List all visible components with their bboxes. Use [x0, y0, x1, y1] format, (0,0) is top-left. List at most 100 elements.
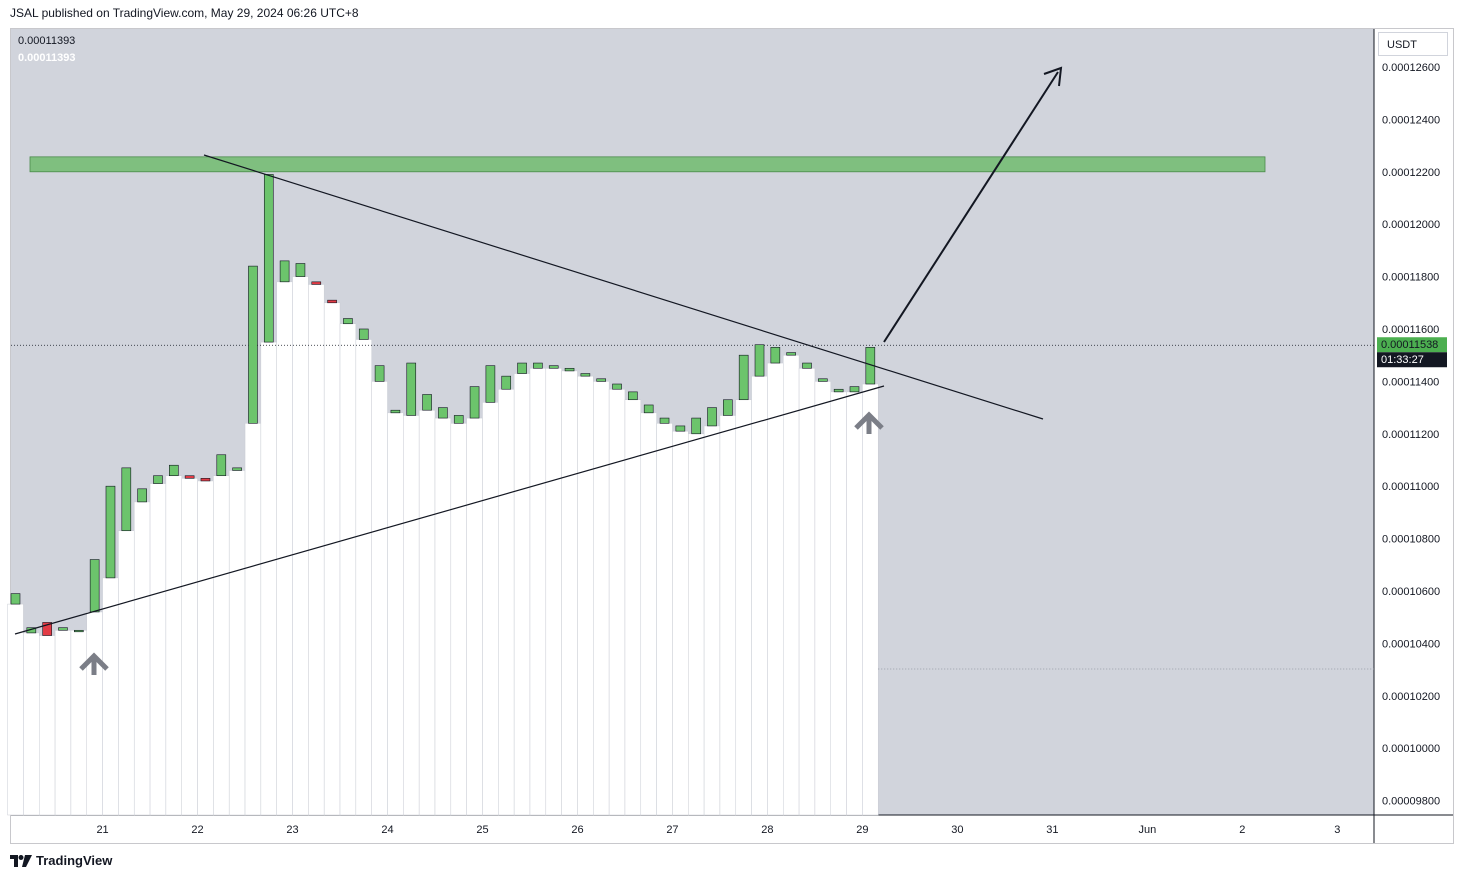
candle: [279, 260, 290, 283]
candle: [42, 622, 52, 636]
time-tick-label: 3: [1334, 824, 1340, 836]
candle-base: [244, 423, 262, 816]
candle-base: [181, 478, 198, 816]
candle-base: [228, 470, 246, 816]
candle-base: [640, 412, 657, 816]
candle: [406, 362, 417, 416]
candle-base: [672, 430, 689, 816]
candle: [390, 409, 401, 414]
price-tick-label: 0.00011200: [1382, 429, 1439, 441]
projection-arrow-head: [1043, 66, 1063, 87]
time-tick-label: 2: [1239, 824, 1245, 836]
candle: [707, 407, 717, 427]
candle-base: [86, 611, 103, 816]
price-tick-label: 0.00011400: [1382, 376, 1439, 388]
price-tick-label: 0.00011800: [1382, 272, 1439, 284]
candle-base: [387, 412, 404, 816]
time-tick-label: 26: [571, 824, 583, 836]
candle: [628, 391, 638, 401]
candle: [849, 386, 860, 393]
candle-base: [450, 423, 467, 816]
candle-base: [38, 635, 56, 816]
candle: [327, 299, 337, 304]
candle-base: [498, 389, 515, 816]
candle-base: [783, 354, 800, 816]
candle: [723, 399, 733, 416]
price-tick-label: 0.00012400: [1382, 114, 1440, 126]
publish-header: JSAL published on TradingView.com, May 2…: [10, 6, 359, 20]
candle-base: [482, 402, 499, 816]
candle: [501, 375, 512, 390]
candle: [770, 347, 781, 364]
price-label-value: 0.00011538: [1381, 339, 1438, 351]
candle: [580, 373, 591, 377]
candle-base: [593, 381, 610, 816]
candle: [358, 328, 369, 340]
price-tick-label: 0.00010000: [1382, 743, 1440, 755]
time-tick-label: Jun: [1138, 824, 1156, 836]
candle-base: [339, 323, 357, 816]
candle-base: [767, 362, 784, 816]
candle-base: [688, 433, 705, 816]
candle-base: [197, 480, 214, 816]
candle: [818, 378, 828, 382]
time-tick-label: 24: [381, 824, 393, 836]
candle: [533, 362, 543, 369]
candle-base: [23, 632, 40, 816]
legend-value-1: 0.00011393: [18, 35, 76, 47]
candle: [343, 318, 353, 325]
time-tick-label: 27: [666, 824, 678, 836]
candle: [596, 378, 607, 382]
candle-base: [798, 368, 816, 816]
candle-base: [371, 381, 388, 816]
candle: [469, 386, 480, 419]
up-arrow-icon: [79, 652, 109, 675]
price-tick-label: 0.00011600: [1382, 324, 1439, 336]
countdown-value: 01:33:27: [1381, 354, 1424, 366]
candle-base: [149, 483, 167, 816]
candle-base: [719, 415, 737, 816]
candle: [232, 467, 242, 471]
candle-base: [577, 375, 594, 816]
candle-base: [434, 417, 452, 816]
candle: [643, 404, 654, 414]
legend-value-2: 0.00011393: [18, 52, 76, 64]
candle: [438, 407, 448, 419]
time-tick-label: 28: [761, 824, 773, 836]
candle: [137, 488, 147, 503]
candle-base: [165, 475, 182, 816]
candle-base: [7, 603, 24, 816]
candle: [248, 265, 258, 424]
candle: [10, 593, 21, 605]
price-tick-label: 0.00010200: [1382, 691, 1440, 703]
time-tick-label: 21: [96, 824, 108, 836]
candle: [833, 388, 844, 393]
candle-base: [213, 475, 230, 816]
candle: [517, 362, 527, 374]
price-tick-label: 0.00012000: [1382, 219, 1440, 231]
time-tick-label: 30: [951, 824, 963, 836]
candle-base: [70, 630, 87, 816]
resistance-zone: [29, 156, 1266, 173]
chart-frame: [10, 28, 1454, 844]
candle-base: [276, 281, 293, 816]
candle: [659, 417, 670, 424]
time-tick-label: 22: [191, 824, 203, 836]
candle-base: [118, 530, 135, 816]
candle: [802, 362, 812, 369]
candle-base: [355, 339, 372, 816]
candle-base: [846, 391, 863, 816]
candle-base: [814, 381, 831, 816]
candle: [485, 365, 496, 403]
candle-base: [513, 373, 531, 816]
countdown-badge: [1377, 352, 1447, 368]
candle: [263, 174, 274, 343]
candle: [675, 425, 686, 432]
currency-selector[interactable]: USDT: [1378, 32, 1448, 56]
candle: [738, 354, 749, 401]
candle-base: [830, 391, 847, 816]
candle-base: [260, 341, 277, 816]
time-tick-label: 29: [856, 824, 868, 836]
candle: [58, 627, 68, 631]
